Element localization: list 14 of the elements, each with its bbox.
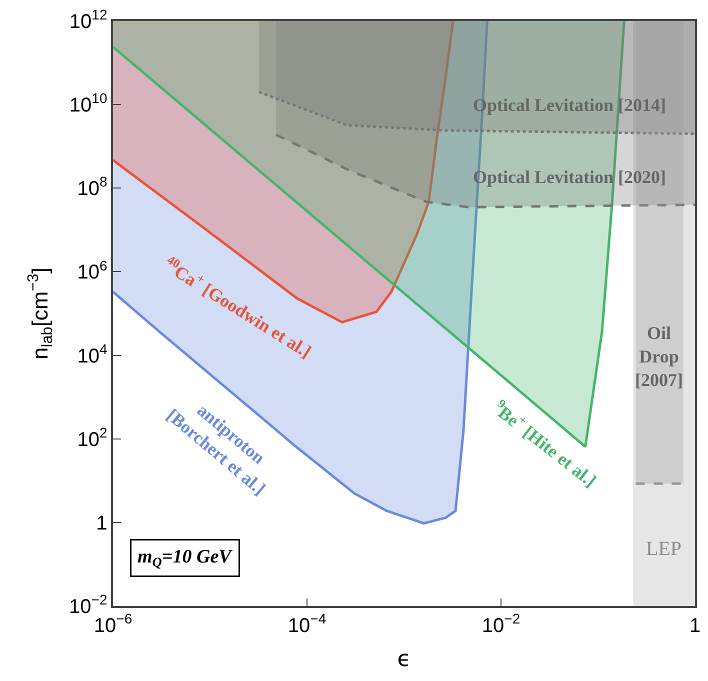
x-tick-label: 10$^{−2}$ xyxy=(482,610,520,637)
y-tick-label: 10$^{8}$ xyxy=(77,174,108,200)
y-tick-label: 10$^{6}$ xyxy=(77,257,108,284)
x-tick-label: 1 xyxy=(689,614,701,637)
y-tick-label: 10$^{2}$ xyxy=(77,424,108,451)
y-tick-label: 10$^{12}$ xyxy=(69,6,108,33)
y-tick-label: 10$^{4}$ xyxy=(77,340,108,368)
annotation: m$_{Q}$=10 GeV xyxy=(138,546,233,570)
x-axis-title: ϵ xyxy=(397,647,411,672)
y-tick-label: 10$^{10}$ xyxy=(69,90,108,117)
annotation: Oil Drop [2007] xyxy=(635,323,683,390)
y-tick-label: 1 xyxy=(96,512,108,534)
x-tick-label: 10$^{−4}$ xyxy=(288,610,326,637)
band-label: LEP xyxy=(646,538,682,560)
